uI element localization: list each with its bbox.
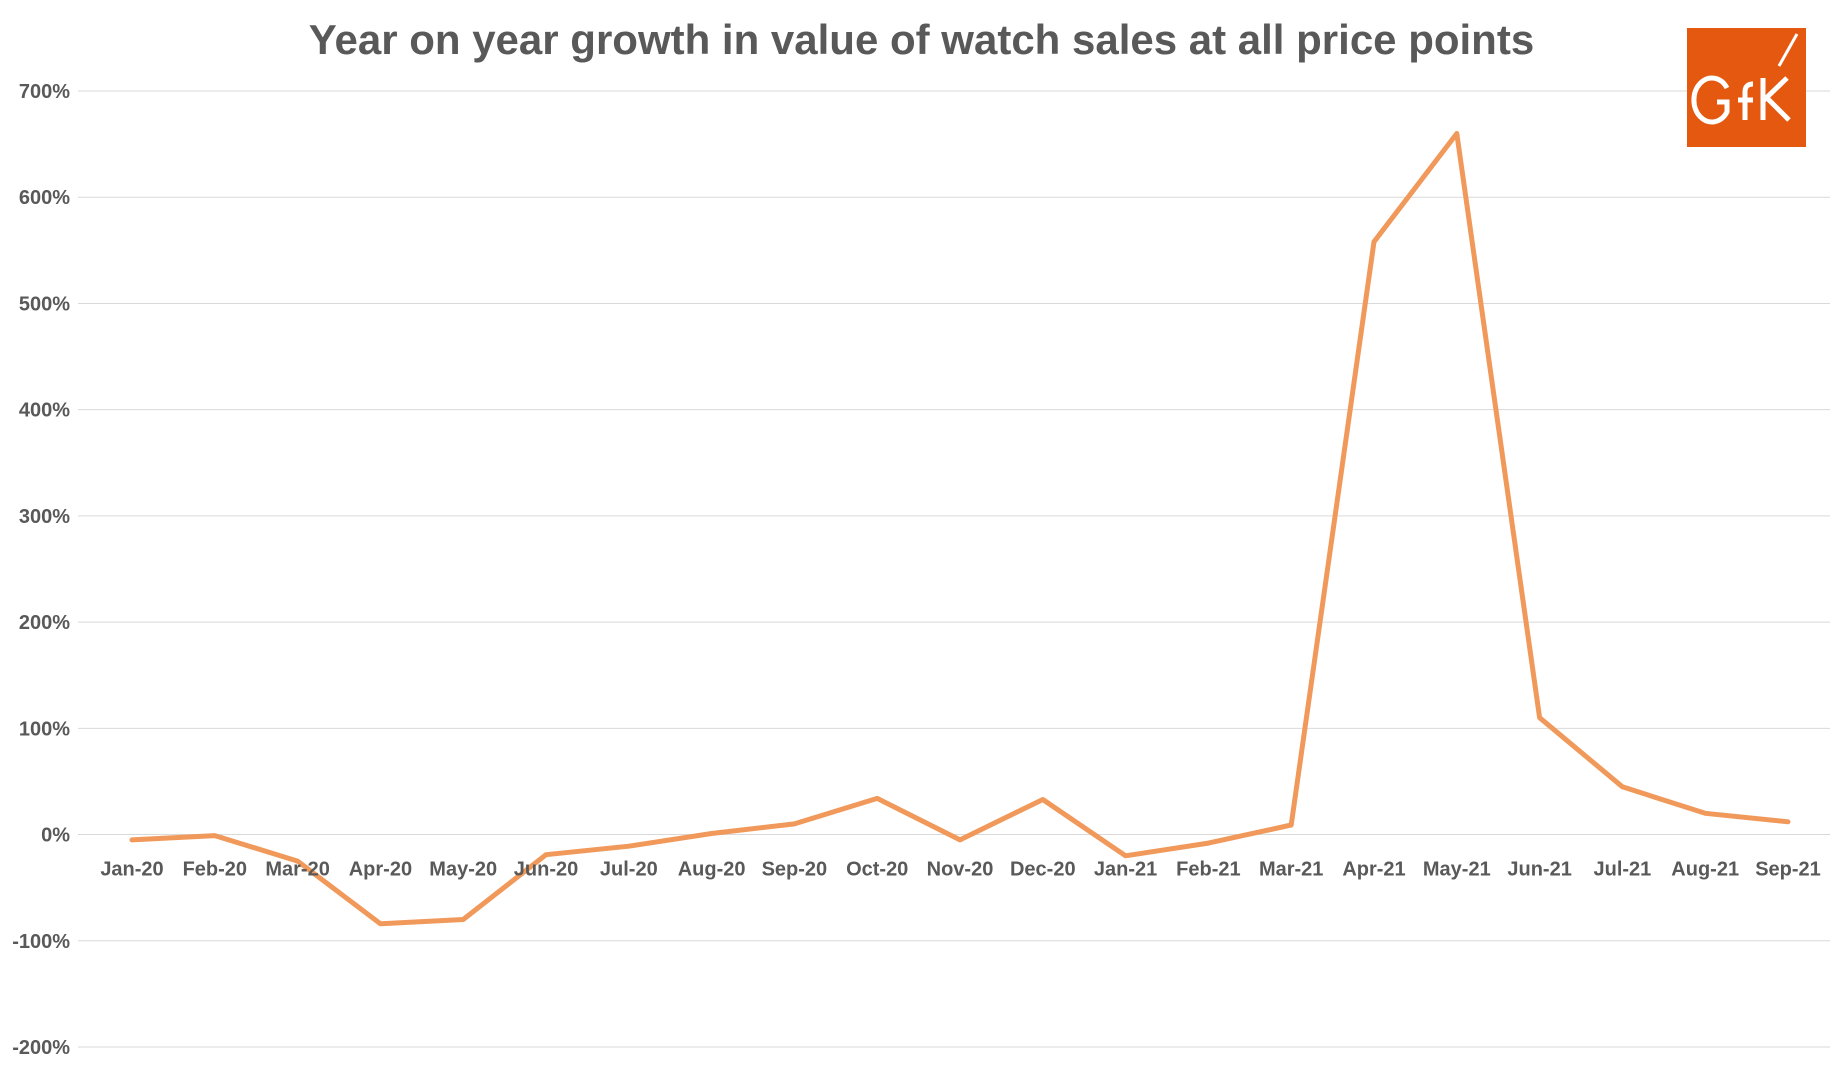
y-tick-label: 500% xyxy=(19,293,70,315)
series-line xyxy=(129,131,1791,927)
y-tick-label: 100% xyxy=(19,718,70,740)
x-tick-label: Apr-21 xyxy=(1342,859,1405,881)
x-tick-label: Jun-21 xyxy=(1507,859,1571,881)
x-tick-label: Dec-20 xyxy=(1010,859,1076,881)
x-tick-label: Oct-20 xyxy=(846,859,908,881)
x-tick-label: Aug-20 xyxy=(678,859,746,881)
y-tick-label: 200% xyxy=(19,612,70,634)
gridlines xyxy=(78,90,1830,1048)
chart-title: Year on year growth in value of watch sa… xyxy=(308,16,1535,63)
x-tick-label: Jul-20 xyxy=(600,859,658,881)
gfk-logo-mark xyxy=(1691,33,1799,125)
x-tick-label: May-20 xyxy=(429,859,497,881)
y-tick-label: -200% xyxy=(12,1037,70,1059)
x-tick-label: Sep-20 xyxy=(762,859,828,881)
x-tick-label: Nov-20 xyxy=(927,859,994,881)
x-tick-label: Apr-20 xyxy=(349,859,412,881)
x-tick-label: May-21 xyxy=(1423,859,1491,881)
x-tick-label: Jul-21 xyxy=(1593,859,1651,881)
y-tick-label: 600% xyxy=(19,187,70,209)
y-tick-label: 300% xyxy=(19,506,70,528)
y-axis-ticks: -200% -100% 0% 100% 200% 300% 400% 500% 600% 700% xyxy=(12,81,70,1059)
x-tick-label: Mar-20 xyxy=(265,859,329,881)
x-tick-label: Aug-21 xyxy=(1671,859,1739,881)
x-tick-label: Feb-21 xyxy=(1176,859,1240,881)
series xyxy=(129,131,1791,927)
x-tick-label: Jun-20 xyxy=(514,859,578,881)
x-tick-label: Jan-20 xyxy=(100,859,163,881)
x-tick-label: Jan-21 xyxy=(1094,859,1157,881)
y-tick-label: -100% xyxy=(12,931,70,953)
x-tick-label: Sep-21 xyxy=(1755,859,1821,881)
x-axis-ticks: Jan-20 Feb-20 Mar-20 Apr-20 May-20 Jun-20 Jul-… xyxy=(100,859,1820,881)
x-tick-label: Feb-20 xyxy=(183,859,247,881)
y-tick-label: 0% xyxy=(41,825,70,847)
y-tick-label: 400% xyxy=(19,400,70,422)
x-tick-label: Mar-21 xyxy=(1259,859,1323,881)
gfk-logo xyxy=(1687,28,1806,147)
y-tick-label: 700% xyxy=(19,81,70,103)
